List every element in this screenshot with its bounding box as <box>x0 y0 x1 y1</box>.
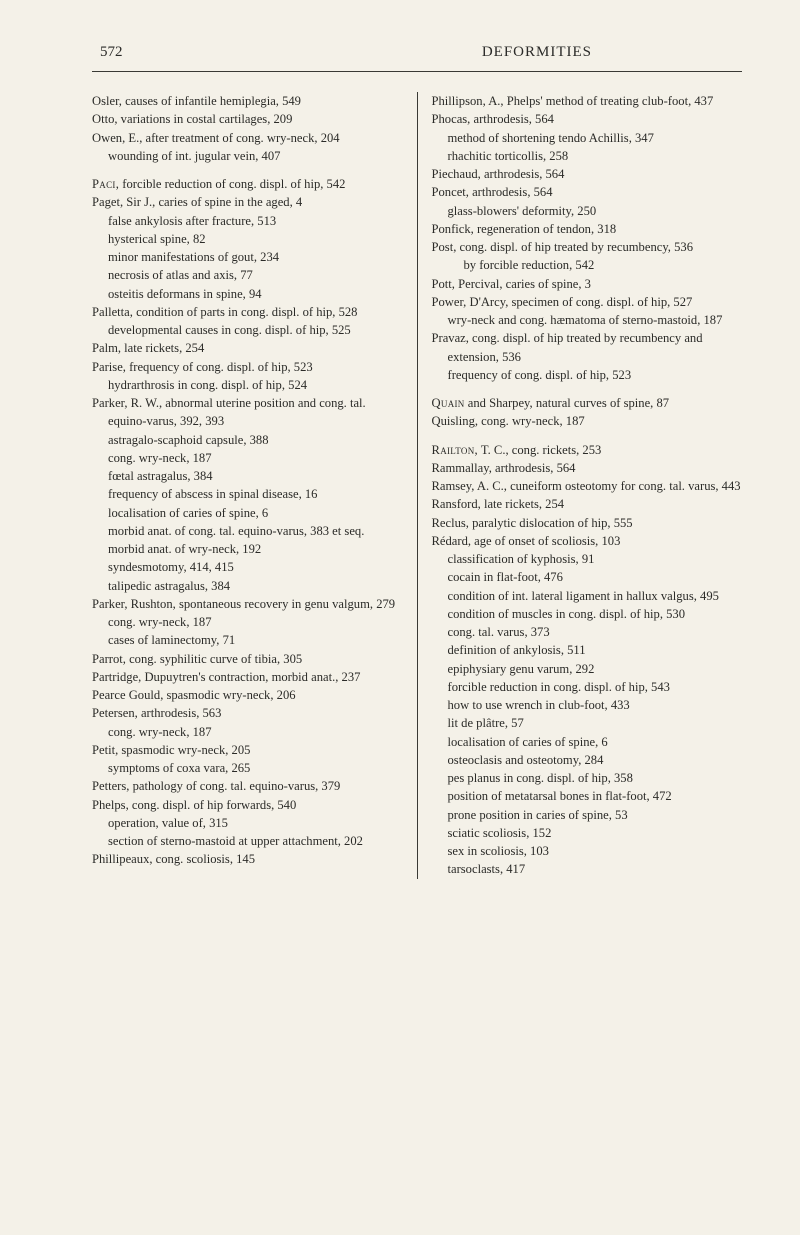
index-entry: symptoms of coxa vara, 265 <box>92 759 403 777</box>
index-entry: rhachitic torticollis, 258 <box>432 147 743 165</box>
index-entry: tarsoclasts, 417 <box>432 860 743 878</box>
index-entry: Parker, Rushton, spontaneous recovery in… <box>92 595 403 613</box>
index-entry: Phelps, cong. displ. of hip forwards, 54… <box>92 796 403 814</box>
index-entry: Railton, T. C., cong. rickets, 253 <box>432 441 743 459</box>
index-entry: cong. tal. varus, 373 <box>432 623 743 641</box>
index-entry: Rammallay, arthrodesis, 564 <box>432 459 743 477</box>
index-entry: wounding of int. jugular vein, 407 <box>92 147 403 165</box>
index-entry: Parrot, cong. syphilitic curve of tibia,… <box>92 650 403 668</box>
index-entry: Osler, causes of infantile hemiplegia, 5… <box>92 92 403 110</box>
document-page: 572 DEFORMITIES Osler, causes of infanti… <box>0 0 800 1235</box>
index-entry: Palm, late rickets, 254 <box>92 339 403 357</box>
index-entry: Reclus, paralytic dislocation of hip, 55… <box>432 514 743 532</box>
index-entry: Ponfick, regeneration of tendon, 318 <box>432 220 743 238</box>
index-columns: Osler, causes of infantile hemiplegia, 5… <box>92 92 742 879</box>
index-entry: morbid anat. of cong. tal. equino-varus,… <box>92 522 403 540</box>
index-entry: Post, cong. displ. of hip treated by rec… <box>432 238 743 256</box>
left-column: Osler, causes of infantile hemiplegia, 5… <box>92 92 418 879</box>
page-number: 572 <box>100 44 123 61</box>
index-entry: Phillipson, A., Phelps' method of treati… <box>432 92 743 110</box>
index-entry: condition of muscles in cong. displ. of … <box>432 605 743 623</box>
index-entry: Piechaud, arthrodesis, 564 <box>432 165 743 183</box>
index-entry: cong. wry-neck, 187 <box>92 449 403 467</box>
index-entry: Petters, pathology of cong. tal. equino-… <box>92 777 403 795</box>
index-entry: necrosis of atlas and axis, 77 <box>92 266 403 284</box>
index-entry: Pott, Percival, caries of spine, 3 <box>432 275 743 293</box>
index-entry: Rédard, age of onset of scoliosis, 103 <box>432 532 743 550</box>
index-entry: Parise, frequency of cong. displ. of hip… <box>92 358 403 376</box>
index-entry: osteitis deformans in spine, 94 <box>92 285 403 303</box>
index-entry: sex in scoliosis, 103 <box>432 842 743 860</box>
index-entry: Petit, spasmodic wry-neck, 205 <box>92 741 403 759</box>
index-entry: astragalo-scaphoid capsule, 388 <box>92 431 403 449</box>
index-entry: by forcible reduction, 542 <box>432 256 743 274</box>
index-entry: frequency of cong. displ. of hip, 523 <box>432 366 743 384</box>
index-entry: Paci, forcible reduction of cong. displ.… <box>92 175 403 193</box>
index-entry: Phillipeaux, cong. scoliosis, 145 <box>92 850 403 868</box>
index-entry: method of shortening tendo Achillis, 347 <box>432 129 743 147</box>
index-entry: hysterical spine, 82 <box>92 230 403 248</box>
index-entry: Pearce Gould, spasmodic wry-neck, 206 <box>92 686 403 704</box>
index-entry: false ankylosis after fracture, 513 <box>92 212 403 230</box>
index-entry: cocain in flat-foot, 476 <box>432 568 743 586</box>
index-entry: frequency of abscess in spinal disease, … <box>92 485 403 503</box>
index-entry: lit de plâtre, 57 <box>432 714 743 732</box>
index-entry: how to use wrench in club-foot, 433 <box>432 696 743 714</box>
index-entry: cases of laminectomy, 71 <box>92 631 403 649</box>
index-entry-leader: Quain <box>432 396 465 410</box>
index-entry: Ramsey, A. C., cuneiform osteotomy for c… <box>432 477 743 495</box>
index-entry: classification of kyphosis, 91 <box>432 550 743 568</box>
index-entry: Quain and Sharpey, natural curves of spi… <box>432 394 743 412</box>
index-entry: forcible reduction in cong. displ. of hi… <box>432 678 743 696</box>
index-entry: Poncet, arthrodesis, 564 <box>432 183 743 201</box>
index-entry: glass-blowers' deformity, 250 <box>432 202 743 220</box>
index-entry: developmental causes in cong. displ. of … <box>92 321 403 339</box>
index-entry: hydrarthrosis in cong. displ. of hip, 52… <box>92 376 403 394</box>
index-entry: Ransford, late rickets, 254 <box>432 495 743 513</box>
index-entry: position of metatarsal bones in flat-foo… <box>432 787 743 805</box>
index-entry-leader: Paci, <box>92 177 119 191</box>
index-entry: Palletta, condition of parts in cong. di… <box>92 303 403 321</box>
page-header: 572 DEFORMITIES <box>92 44 742 61</box>
index-entry: osteoclasis and osteotomy, 284 <box>432 751 743 769</box>
index-entry: condition of int. lateral ligament in ha… <box>432 587 743 605</box>
index-entry: cong. wry-neck, 187 <box>92 723 403 741</box>
index-entry: pes planus in cong. displ. of hip, 358 <box>432 769 743 787</box>
index-entry: Otto, variations in costal cartilages, 2… <box>92 110 403 128</box>
index-entry: morbid anat. of wry-neck, 192 <box>92 540 403 558</box>
index-entry: minor manifestations of gout, 234 <box>92 248 403 266</box>
index-entry: definition of ankylosis, 511 <box>432 641 743 659</box>
right-column: Phillipson, A., Phelps' method of treati… <box>418 92 743 879</box>
page-title: DEFORMITIES <box>482 44 592 61</box>
index-entry: section of sterno-mastoid at upper attac… <box>92 832 403 850</box>
index-entry: Petersen, arthrodesis, 563 <box>92 704 403 722</box>
index-entry: Power, D'Arcy, specimen of cong. displ. … <box>432 293 743 311</box>
index-entry: cong. wry-neck, 187 <box>92 613 403 631</box>
index-entry: Owen, E., after treatment of cong. wry-n… <box>92 129 403 147</box>
index-entry: epiphysiary genu varum, 292 <box>432 660 743 678</box>
index-entry: localisation of caries of spine, 6 <box>432 733 743 751</box>
header-divider <box>92 71 742 72</box>
index-entry: operation, value of, 315 <box>92 814 403 832</box>
index-entry: prone position in caries of spine, 53 <box>432 806 743 824</box>
index-entry: sciatic scoliosis, 152 <box>432 824 743 842</box>
index-entry: Parker, R. W., abnormal uterine position… <box>92 394 403 431</box>
index-entry: talipedic astragalus, 384 <box>92 577 403 595</box>
index-entry: Quisling, cong. wry-neck, 187 <box>432 412 743 430</box>
index-entry: wry-neck and cong. hæmatoma of sterno-ma… <box>432 311 743 329</box>
index-entry: Partridge, Dupuytren's contraction, morb… <box>92 668 403 686</box>
index-entry: fœtal astragalus, 384 <box>92 467 403 485</box>
index-entry: Phocas, arthrodesis, 564 <box>432 110 743 128</box>
index-entry: Pravaz, cong. displ. of hip treated by r… <box>432 329 743 366</box>
index-entry-leader: Railton, <box>432 443 478 457</box>
paragraph-gap <box>432 384 743 394</box>
paragraph-gap <box>92 165 403 175</box>
paragraph-gap <box>432 431 743 441</box>
index-entry: Paget, Sir J., caries of spine in the ag… <box>92 193 403 211</box>
index-entry: syndesmotomy, 414, 415 <box>92 558 403 576</box>
index-entry: localisation of caries of spine, 6 <box>92 504 403 522</box>
